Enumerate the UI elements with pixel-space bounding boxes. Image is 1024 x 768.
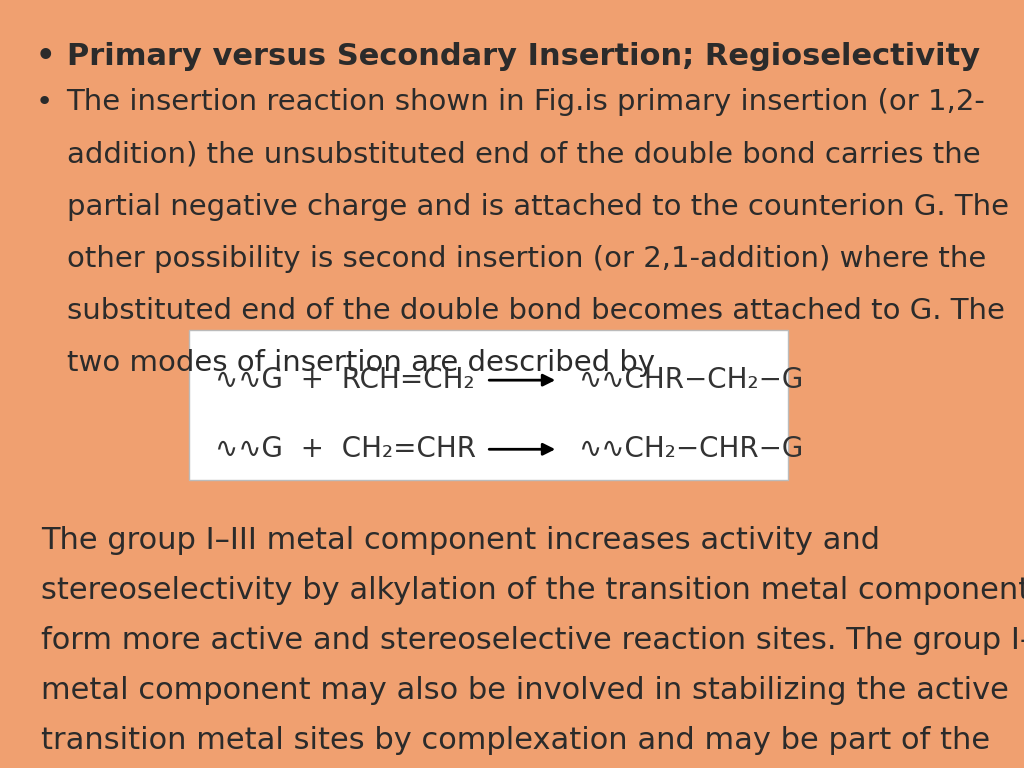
Text: substituted end of the double bond becomes attached to G. The: substituted end of the double bond becom…	[67, 297, 1005, 325]
Text: The insertion reaction shown in Fig.is primary insertion (or 1,2-: The insertion reaction shown in Fig.is p…	[67, 88, 985, 116]
Text: ∿∿G  +  CH₂=CHR: ∿∿G + CH₂=CHR	[215, 435, 476, 463]
Text: addition) the unsubstituted end of the double bond carries the: addition) the unsubstituted end of the d…	[67, 141, 980, 168]
Text: partial negative charge and is attached to the counterion G. The: partial negative charge and is attached …	[67, 193, 1009, 220]
Text: metal component may also be involved in stabilizing the active: metal component may also be involved in …	[41, 676, 1009, 705]
Text: •: •	[36, 88, 53, 116]
Text: two modes of insertion are described by: two modes of insertion are described by	[67, 349, 654, 377]
Text: stereoselectivity by alkylation of the transition metal component to: stereoselectivity by alkylation of the t…	[41, 576, 1024, 605]
Text: Primary versus Secondary Insertion; Regioselectivity: Primary versus Secondary Insertion; Regi…	[67, 42, 980, 71]
Text: other possibility is second insertion (or 2,1-addition) where the: other possibility is second insertion (o…	[67, 245, 986, 273]
Text: •: •	[36, 42, 55, 71]
Text: The group I–III metal component increases activity and: The group I–III metal component increase…	[41, 526, 880, 555]
Text: transition metal sites by complexation and may be part of the: transition metal sites by complexation a…	[41, 726, 990, 755]
Text: form more active and stereoselective reaction sites. The group I–III: form more active and stereoselective rea…	[41, 626, 1024, 655]
Text: ∿∿CH₂−CHR−G: ∿∿CH₂−CHR−G	[579, 435, 804, 463]
FancyBboxPatch shape	[189, 330, 788, 480]
Text: ∿∿G  +  RCH=CH₂: ∿∿G + RCH=CH₂	[215, 366, 475, 394]
Text: ∿∿CHR−CH₂−G: ∿∿CHR−CH₂−G	[579, 366, 804, 394]
